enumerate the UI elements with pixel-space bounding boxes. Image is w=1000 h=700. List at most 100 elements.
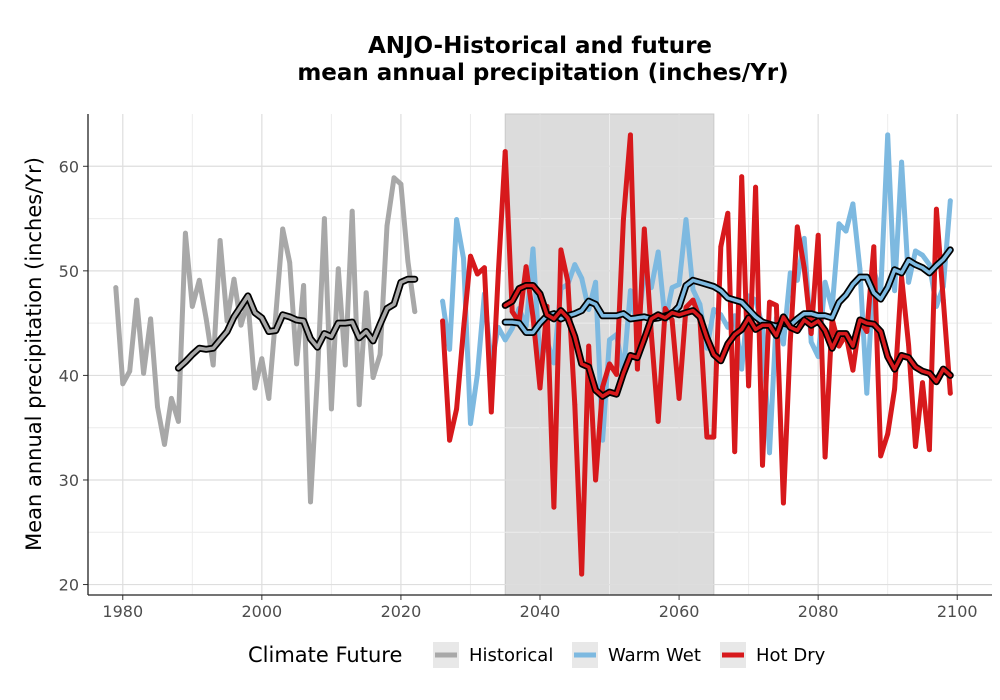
series-point-hot-dry — [947, 390, 953, 396]
series-point-hot-dry — [579, 571, 585, 577]
series-point-hot-dry — [488, 409, 494, 415]
series-point-hot-dry — [523, 264, 529, 270]
y-tick-label: 50 — [59, 262, 79, 281]
series-point-hot-dry — [676, 396, 682, 401]
legend-label-warm-wet: Warm Wet — [608, 645, 701, 666]
series-point-warm-wet — [655, 249, 661, 255]
series-point-historical — [113, 285, 119, 290]
series-point-historical — [349, 208, 355, 214]
series-point-warm-wet — [628, 288, 633, 294]
series-point-historical — [356, 402, 362, 408]
series-point-hot-dry — [690, 297, 696, 303]
series-point-hot-dry — [461, 327, 466, 332]
series-point-historical — [203, 316, 209, 322]
series-point-historical — [231, 276, 237, 282]
series-point-hot-dry — [767, 299, 772, 305]
series-point-warm-wet — [593, 279, 598, 285]
y-tick-label: 60 — [59, 157, 79, 176]
series-point-historical — [342, 362, 348, 368]
series-line-historical — [113, 175, 418, 505]
series-point-warm-wet — [440, 298, 445, 304]
series-point-hot-dry — [787, 338, 793, 344]
legend-item-historical: Historical — [433, 642, 553, 668]
series-point-warm-wet — [781, 341, 786, 347]
series-point-warm-wet — [857, 266, 863, 272]
series-point-hot-dry — [815, 232, 821, 238]
series-point-historical — [287, 260, 293, 265]
series-point-warm-wet — [509, 326, 515, 331]
series-point-historical — [308, 499, 313, 505]
series-point-warm-wet — [669, 285, 675, 290]
series-point-historical — [141, 370, 147, 376]
series-point-warm-wet — [530, 246, 536, 252]
series-point-historical — [370, 375, 376, 380]
series-point-warm-wet — [502, 337, 508, 343]
series-point-historical — [384, 223, 390, 229]
series-point-warm-wet — [892, 288, 897, 294]
series-point-historical — [127, 368, 133, 374]
series-point-hot-dry — [655, 419, 661, 424]
legend: Climate Future Historical Warm Wet Hot D… — [248, 642, 826, 668]
series-point-hot-dry — [586, 343, 592, 349]
series-point-hot-dry — [885, 431, 891, 437]
series-point-warm-wet — [447, 346, 452, 352]
series-point-historical — [120, 381, 126, 387]
x-tick-label: 2040 — [520, 602, 561, 621]
series-point-hot-dry — [475, 271, 480, 277]
chart-title: ANJO-Historical and future — [368, 33, 712, 59]
series-line-warm-wet — [440, 132, 953, 456]
x-tick-label: 1980 — [102, 602, 143, 621]
legend-item-warm-wet: Warm Wet — [572, 642, 701, 668]
series-point-warm-wet — [822, 279, 828, 285]
series-point-hot-dry — [739, 174, 745, 180]
series-point-hot-dry — [628, 132, 633, 138]
series-point-warm-wet — [767, 450, 772, 456]
series-point-hot-dry — [864, 329, 870, 334]
series-point-hot-dry — [850, 367, 856, 373]
series-point-historical — [183, 230, 188, 236]
series-point-historical — [294, 361, 299, 367]
series-point-hot-dry — [614, 372, 619, 377]
series-point-warm-wet — [690, 287, 696, 293]
series-point-historical — [363, 290, 369, 296]
series-point-historical — [162, 442, 167, 447]
series-point-hot-dry — [906, 342, 911, 348]
series-point-historical — [301, 283, 306, 288]
series-point-hot-dry — [920, 380, 925, 386]
smoothed-line-historical — [176, 277, 417, 370]
series-point-hot-dry — [468, 253, 473, 259]
x-tick-label: 2020 — [381, 602, 422, 621]
series-point-historical — [405, 259, 411, 264]
series-point-warm-wet — [864, 390, 870, 396]
series-point-hot-dry — [662, 306, 668, 311]
series-point-warm-wet — [947, 198, 953, 204]
series-point-historical — [217, 238, 223, 243]
series-point-historical — [189, 304, 195, 309]
series-point-hot-dry — [495, 270, 501, 276]
series-point-warm-wet — [607, 337, 612, 343]
series-point-hot-dry — [892, 386, 897, 392]
y-tick-label: 40 — [59, 366, 79, 385]
x-tick-label: 2080 — [798, 602, 839, 621]
series-point-hot-dry — [746, 383, 751, 389]
series-point-historical — [315, 373, 320, 378]
axis-layer: 1980 2000 2020 2040 2060 2080 2100 20 30 40 50 60 — [59, 114, 992, 621]
series-point-hot-dry — [669, 317, 675, 323]
series-point-warm-wet — [808, 339, 814, 345]
series-point-warm-wet — [836, 221, 842, 227]
series-point-hot-dry — [704, 434, 710, 440]
series-point-hot-dry — [871, 244, 877, 250]
legend-label-historical: Historical — [469, 645, 553, 666]
series-point-historical — [196, 277, 202, 283]
series-point-hot-dry — [801, 265, 807, 271]
series-point-warm-wet — [787, 270, 793, 276]
series-point-historical — [280, 226, 286, 232]
series-point-hot-dry — [878, 453, 884, 459]
series-point-warm-wet — [683, 217, 689, 223]
series-point-hot-dry — [753, 184, 758, 190]
series-point-warm-wet — [850, 201, 856, 207]
smoothed-line-hot-dry — [503, 283, 953, 399]
series-point-warm-wet — [468, 421, 473, 426]
series-point-hot-dry — [711, 434, 717, 440]
